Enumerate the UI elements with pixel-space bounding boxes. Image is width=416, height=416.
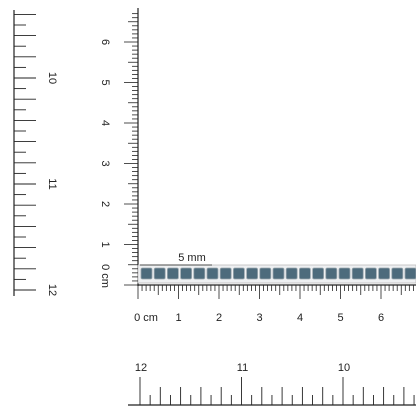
stone (153, 267, 166, 280)
stone (166, 267, 179, 280)
cm-label: 2 (99, 201, 111, 207)
stone (404, 267, 416, 280)
ruler-label: 10 (46, 72, 58, 84)
cm-label: 6 (378, 312, 384, 324)
cm-label: 0 cm (134, 312, 158, 324)
ruler-label: 10 (338, 362, 350, 374)
stone (259, 267, 272, 280)
cm-label: 3 (99, 160, 111, 166)
stone (298, 267, 311, 280)
stone (378, 267, 391, 280)
scale-note: 5 mm (178, 252, 206, 264)
cm-label: 3 (256, 312, 262, 324)
stone (206, 267, 219, 280)
stone (351, 267, 364, 280)
stone (232, 267, 245, 280)
stone (180, 267, 193, 280)
stone (140, 267, 153, 280)
ruler-label: 11 (237, 362, 248, 374)
ruler-label: 12 (135, 362, 147, 374)
stone (325, 267, 338, 280)
cm-label: 6 (99, 39, 111, 45)
cm-label: 5 (337, 312, 343, 324)
ruler-label: 12 (46, 284, 58, 296)
cm-label: 5 (99, 79, 111, 85)
stone (219, 267, 232, 280)
stone (272, 267, 285, 280)
stone (246, 267, 259, 280)
cm-label: 0 cm (99, 264, 111, 288)
cm-label: 2 (216, 312, 222, 324)
cm-label: 4 (297, 312, 303, 324)
cm-label: 1 (99, 241, 111, 247)
cm-label: 4 (99, 120, 111, 126)
stone (312, 267, 325, 280)
cm-label: 1 (175, 312, 181, 324)
stone (285, 267, 298, 280)
stone (338, 267, 351, 280)
stone (364, 267, 377, 280)
stone (193, 267, 206, 280)
ruler-label: 11 (46, 178, 58, 189)
stone (391, 267, 404, 280)
